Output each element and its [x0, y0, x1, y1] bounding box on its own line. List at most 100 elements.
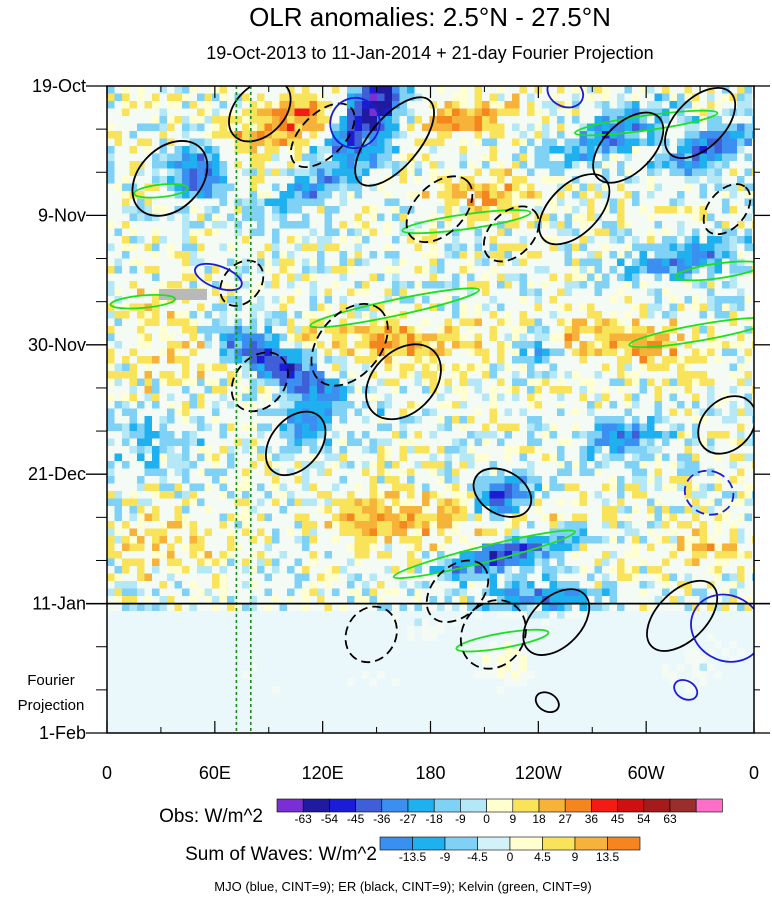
- field-cell: [519, 221, 528, 230]
- field-cell: [632, 161, 641, 170]
- field-cell: [707, 243, 716, 252]
- field-cell: [234, 453, 243, 462]
- field-cell: [377, 176, 386, 185]
- field-cell: [609, 86, 618, 95]
- field-cell: [129, 461, 138, 470]
- field-cell: [279, 228, 288, 237]
- field-cell: [174, 446, 183, 455]
- field-cell: [242, 296, 251, 305]
- field-cell: [737, 161, 746, 170]
- field-cell: [129, 378, 138, 387]
- field-cell: [474, 243, 483, 252]
- field-cell: [429, 146, 438, 155]
- field-cell: [482, 378, 491, 387]
- field-cell: [264, 423, 273, 432]
- field-cell: [339, 273, 348, 282]
- field-cell: [309, 461, 318, 470]
- field-cell: [204, 363, 213, 372]
- field-cell: [467, 93, 476, 102]
- field-cell: [662, 378, 671, 387]
- field-cell: [497, 168, 506, 177]
- field-cell: [249, 348, 258, 357]
- field-cell: [377, 131, 386, 140]
- field-cell: [669, 491, 678, 500]
- field-cell: [347, 266, 356, 275]
- field-cell: [249, 161, 258, 170]
- field-cell: [467, 356, 476, 365]
- field-cell: [624, 453, 633, 462]
- field-cell: [399, 386, 408, 395]
- field-cell: [399, 176, 408, 185]
- field-cell: [752, 378, 754, 387]
- field-cell: [632, 453, 641, 462]
- field-cell: [369, 453, 378, 462]
- field-cell: [452, 483, 461, 492]
- field-cell: [519, 423, 528, 432]
- field-cell: [324, 476, 333, 485]
- field-cell: [234, 483, 243, 492]
- field-cell: [242, 453, 251, 462]
- field-cell: [572, 191, 581, 200]
- field-cell: [572, 236, 581, 245]
- field-cell: [384, 438, 393, 447]
- field-cell: [264, 341, 273, 350]
- field-cell: [744, 483, 753, 492]
- field-cell: [219, 491, 228, 500]
- field-cell: [512, 506, 521, 515]
- field-cell: [632, 243, 641, 252]
- field-cell: [467, 386, 476, 395]
- field-cell: [182, 153, 191, 162]
- field-cell: [557, 363, 566, 372]
- field-cell: [489, 131, 498, 140]
- field-cell: [647, 101, 656, 110]
- field-cell: [204, 318, 213, 327]
- field-cell: [557, 258, 566, 267]
- field-cell: [332, 393, 341, 402]
- field-cell: [677, 333, 686, 342]
- field-cell: [399, 258, 408, 267]
- field-cell: [204, 483, 213, 492]
- field-cell: [302, 491, 311, 500]
- field-cell: [354, 206, 363, 215]
- field-cell: [204, 251, 213, 260]
- field-cell: [512, 348, 521, 357]
- field-cell: [564, 341, 573, 350]
- field-cell: [392, 393, 401, 402]
- field-cell: [729, 123, 738, 132]
- field-cell: [617, 348, 626, 357]
- field-cell: [467, 191, 476, 200]
- field-cell: [594, 101, 603, 110]
- field-cell: [737, 116, 746, 125]
- field-cell: [392, 213, 401, 222]
- field-cell: [654, 311, 663, 320]
- field-cell: [219, 461, 228, 470]
- field-cell: [332, 476, 341, 485]
- field-cell: [542, 273, 551, 282]
- field-cell: [212, 101, 221, 110]
- field-cell: [699, 468, 708, 477]
- field-cell: [422, 453, 431, 462]
- field-cell: [512, 281, 521, 290]
- field-cell: [392, 273, 401, 282]
- field-cell: [249, 363, 258, 372]
- field-cell: [587, 108, 596, 117]
- field-cell: [287, 236, 296, 245]
- field-cell: [684, 221, 693, 230]
- field-cell: [242, 303, 251, 312]
- field-cell: [167, 423, 176, 432]
- field-cell: [594, 408, 603, 417]
- field-cell: [609, 303, 618, 312]
- field-cell: [227, 461, 236, 470]
- field-cell: [639, 266, 648, 275]
- field-cell: [234, 513, 243, 522]
- field-cell: [294, 243, 303, 252]
- field-cell: [632, 341, 641, 350]
- field-cell: [684, 206, 693, 215]
- field-cell: [572, 468, 581, 477]
- field-cell: [219, 266, 228, 275]
- field-cell: [137, 318, 146, 327]
- field-cell: [249, 198, 258, 207]
- field-cell: [182, 356, 191, 365]
- field-cell: [324, 213, 333, 222]
- field-cell: [467, 468, 476, 477]
